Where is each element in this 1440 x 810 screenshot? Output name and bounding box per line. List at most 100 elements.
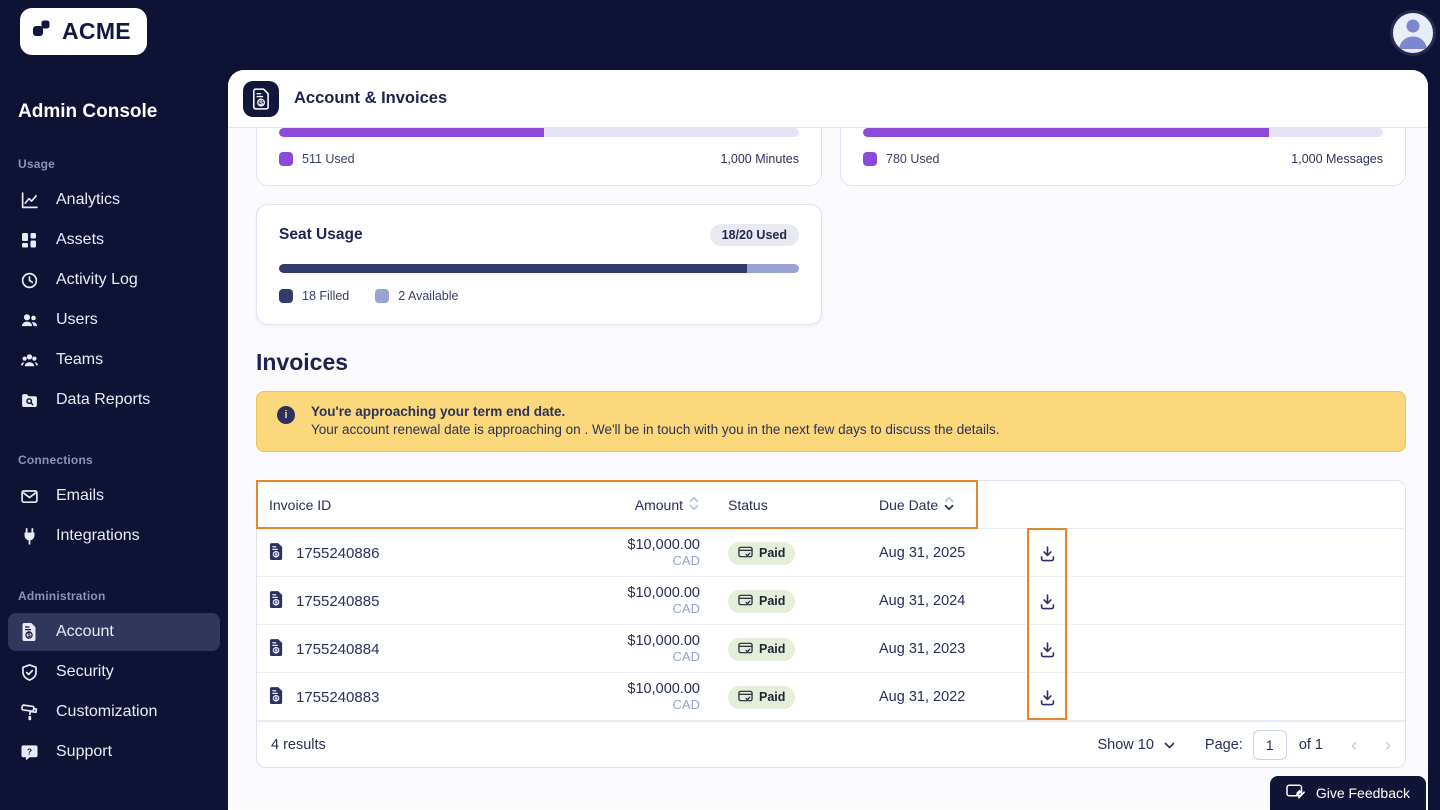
legend-swatch [279,289,293,303]
invoice-currency: CAD [672,601,700,616]
user-avatar[interactable] [1390,10,1436,56]
download-invoice-button[interactable] [1027,625,1067,673]
svg-text:$: $ [27,633,31,639]
download-invoice-button[interactable] [1027,673,1067,721]
invoice-due-date: Aug 31, 2024 [879,593,966,609]
usage-cards-row: 511 Used 1,000 Minutes 780 Used 1,000 Me… [256,128,1406,186]
seats-filled-legend: 18 Filled [279,289,349,303]
shield-icon [19,662,39,682]
legend-swatch [375,289,390,303]
users-icon [19,310,39,330]
sidebar-item-data-reports[interactable]: Data Reports [8,381,220,419]
invoice-icon: $ [19,622,39,642]
status-badge: Paid [728,589,796,613]
invoice-id: 1755240885 [296,592,380,610]
credit-card-icon [738,690,753,705]
messages-total-label: 1,000 Messages [1291,152,1383,166]
seat-usage-card: Seat Usage 18/20 Used 18 Filled 2 Availa… [256,204,822,325]
banner-body: Your account renewal date is approaching… [311,422,1000,437]
svg-text:$: $ [274,552,278,558]
next-page-button[interactable]: › [1385,734,1391,755]
sidebar-item-integrations[interactable]: Integrations [8,517,220,555]
table-row[interactable]: $1755240883 $10,000.00 CAD Paid Aug 31, 2… [257,673,1405,721]
status-badge: Paid [728,637,796,661]
sidebar-item-label: Customization [56,703,158,720]
sidebar-item-users[interactable]: Users [8,301,220,339]
invoice-currency: CAD [672,697,700,712]
invoice-amount: $10,000.00 [627,633,700,649]
download-invoice-button[interactable] [1027,577,1067,625]
results-count: 4 results [271,736,326,753]
svg-text:$: $ [274,600,278,606]
plug-icon [19,526,39,546]
sidebar-item-support[interactable]: ? Support [8,733,220,771]
sidebar-item-customization[interactable]: Customization [8,693,220,731]
col-due-date[interactable]: Due Date [877,496,1027,514]
renewal-banner: i You're approaching your term end date.… [256,391,1406,452]
sidebar-item-label: Account [56,623,114,640]
console-title: Admin Console [18,101,158,122]
data-reports-icon [19,390,39,410]
sidebar-item-analytics[interactable]: Analytics [8,181,220,219]
sidebar-item-label: Emails [56,487,105,504]
status-badge: Paid [728,685,796,709]
messages-used-legend: 780 Used [863,152,940,166]
sidebar-item-teams[interactable]: Teams [8,341,220,379]
paint-roller-icon [19,702,39,722]
table-row[interactable]: $1755240885 $10,000.00 CAD Paid Aug 31, 2… [257,577,1405,625]
invoice-doc-icon: $ [269,686,284,709]
table-row[interactable]: $1755240886 $10,000.00 CAD Paid Aug 31, 2… [257,529,1405,577]
invoice-amount: $10,000.00 [627,585,700,601]
invoice-id: 1755240884 [296,640,380,658]
sort-icon[interactable] [688,496,700,514]
sidebar-item-label: Analytics [56,191,121,208]
feedback-icon [1286,783,1306,803]
seat-usage-title: Seat Usage [279,226,363,243]
sidebar-item-assets[interactable]: Assets [8,221,220,259]
sort-icon-active[interactable] [943,496,955,514]
page-of-label: of 1 [1298,736,1323,753]
page-label: Page: [1204,736,1243,753]
table-row[interactable]: $1755240884 $10,000.00 CAD Paid Aug 31, 2… [257,625,1405,673]
invoice-due-date: Aug 31, 2023 [879,641,966,657]
invoices-table: Invoice ID Amount Status Due Date $17552… [256,480,1406,768]
seat-usage-badge: 18/20 Used [709,224,799,246]
sidebar-item-label: Assets [56,231,105,248]
sidebar-item-account[interactable]: $ Account [8,613,220,651]
sidebar-item-activity-log[interactable]: Activity Log [8,261,220,299]
give-feedback-button[interactable]: Give Feedback [1269,776,1426,810]
activity-log-icon [19,270,39,290]
minutes-usage-card: 511 Used 1,000 Minutes [256,128,822,186]
svg-text:$: $ [274,648,278,654]
col-amount[interactable]: Amount [589,496,700,514]
invoice-due-date: Aug 31, 2025 [879,545,966,561]
seats-available-legend: 2 Available [375,289,459,303]
table-header-row: Invoice ID Amount Status Due Date [257,481,1405,529]
panel-header: $ Account & Invoices [228,70,1428,128]
invoice-due-date: Aug 31, 2022 [879,689,966,705]
sidebar-item-emails[interactable]: Emails [8,477,220,515]
svg-text:?: ? [26,746,31,756]
email-icon [19,486,39,506]
acme-logo-icon [31,17,55,46]
sidebar-item-label: Data Reports [56,391,151,408]
minutes-total-label: 1,000 Minutes [720,152,799,166]
invoices-heading: Invoices [256,349,349,375]
show-per-page-select[interactable]: Show 10 [1097,737,1175,753]
invoice-amount: $10,000.00 [627,681,700,697]
sidebar-item-label: Teams [56,351,104,368]
analytics-icon [19,190,39,210]
page-title: Account & Invoices [294,89,448,107]
download-invoice-button[interactable] [1027,529,1067,577]
messages-usage-card: 780 Used 1,000 Messages [840,128,1406,186]
invoice-amount: $10,000.00 [627,537,700,553]
sidebar-item-label: Users [56,311,98,328]
invoice-currency: CAD [672,649,700,664]
previous-page-button[interactable]: ‹ [1351,734,1357,755]
minutes-progress-bar [279,128,799,137]
acme-logo[interactable]: ACME [20,8,147,55]
col-invoice-id: Invoice ID [269,496,332,513]
page-number-input[interactable] [1252,729,1287,760]
sidebar-item-security[interactable]: Security [8,653,220,691]
person-icon [1393,13,1433,53]
